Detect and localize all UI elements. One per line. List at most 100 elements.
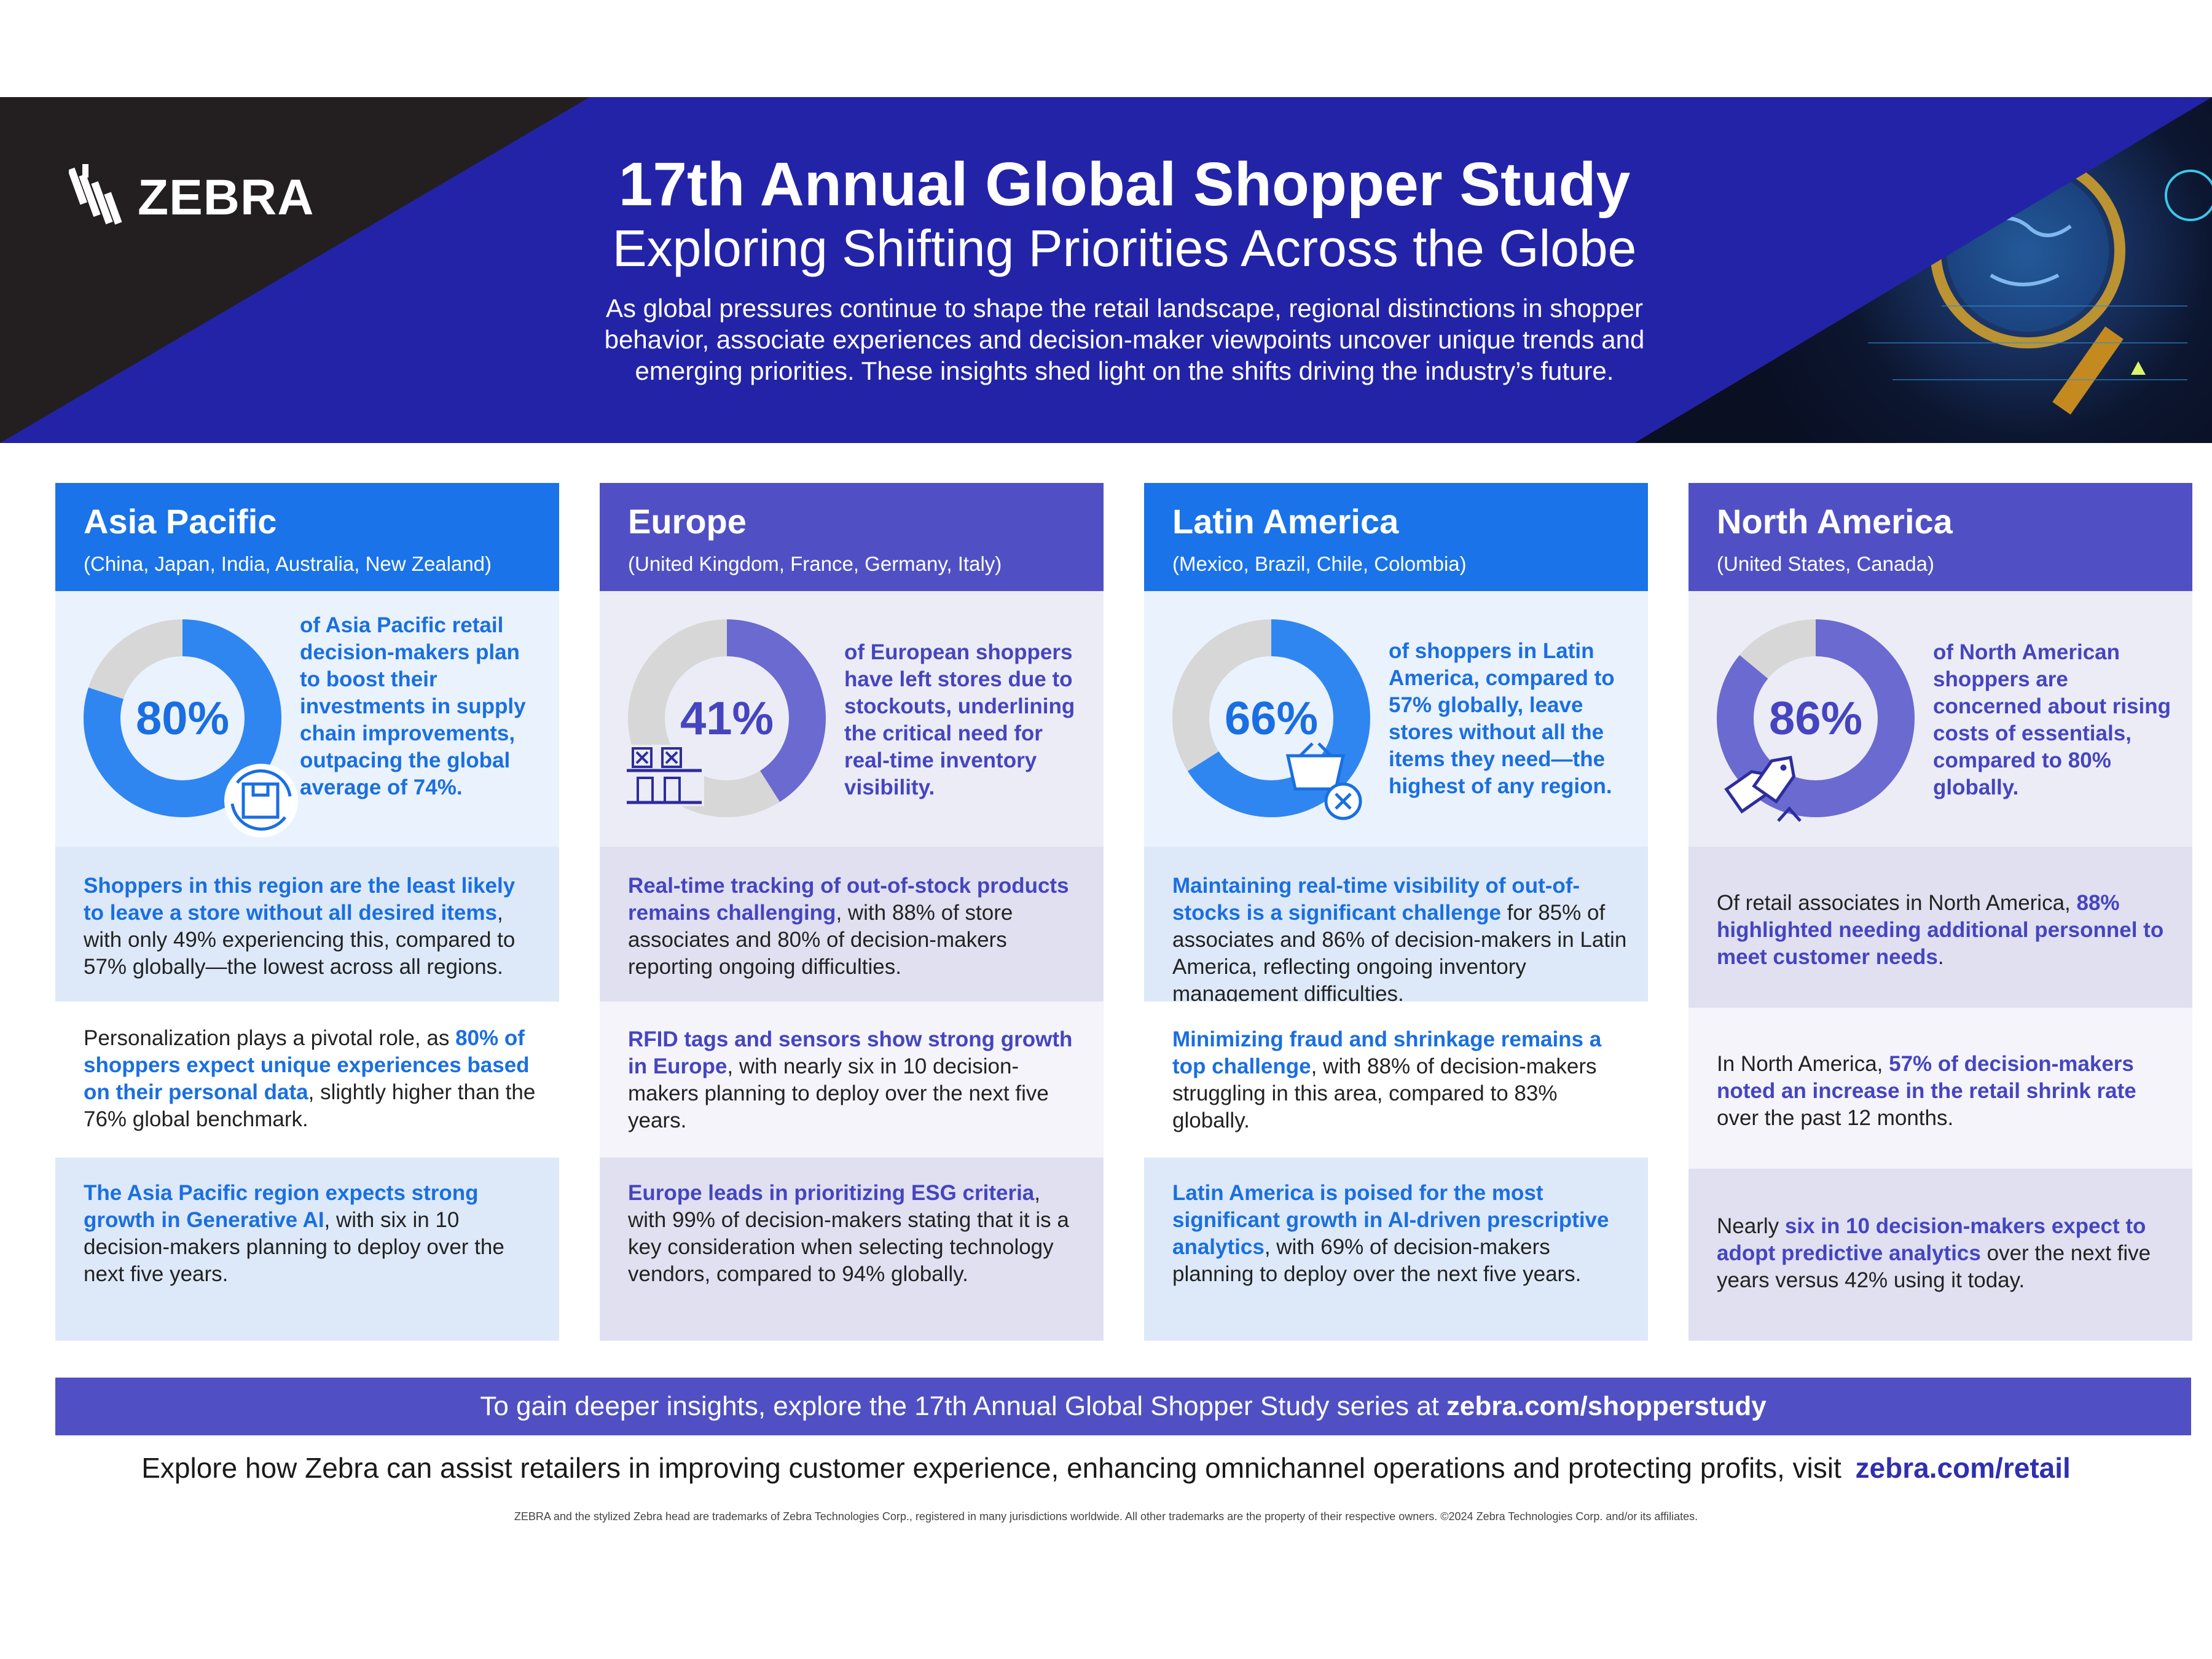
fact-highlight: Maintaining real-time visibility of out-…	[1172, 874, 1580, 925]
donut-arc	[1717, 619, 1915, 817]
region-name: Latin America	[1172, 502, 1399, 541]
shopping-basket-x-icon	[1285, 742, 1362, 820]
page-title: 17th Annual Global Shopper Study	[618, 150, 1631, 219]
donut-chart	[1717, 619, 1915, 817]
fact-rest: , with only 49% experiencing this, compa…	[84, 901, 516, 979]
fact-highlight: Minimizing fraud and shrinkage remains a…	[1172, 1027, 1602, 1078]
fact-highlight: Europe leads in prioritizing ESG criteri…	[628, 1181, 1035, 1205]
fact-text: Personalization plays a pivotal role, as…	[84, 1025, 538, 1133]
region-header: North America (United States, Canada)	[1688, 483, 2192, 591]
intro-paragraph: As global pressures continue to shape th…	[604, 294, 1645, 385]
region-column-latin-america: Latin America (Mexico, Brazil, Chile, Co…	[1144, 483, 1648, 1341]
fact-panel: Shoppers in this region are the least li…	[55, 847, 559, 1002]
region-countries: (United States, Canada)	[1717, 552, 1935, 575]
fact-text: Shoppers in this region are the least li…	[84, 873, 538, 981]
donut-chart	[1172, 619, 1370, 817]
stat-value: 86%	[1768, 692, 1863, 745]
fact-highlight: 80% of shoppers expect unique experience…	[84, 1026, 530, 1104]
fact-text: The Asia Pacific region expects strong g…	[84, 1180, 538, 1288]
fact-highlight: 57% of decision-makers noted an increase…	[1717, 1052, 2136, 1103]
fact-panel: Real-time tracking of out-of-stock produ…	[600, 847, 1104, 1002]
page-subtitle: Exploring Shifting Priorities Across the…	[612, 219, 1637, 277]
fact-panel: Europe leads in prioritizing ESG criteri…	[600, 1158, 1104, 1341]
zebra-logo[interactable]: ZEBRA	[69, 162, 314, 234]
fact-panel: RFID tags and sensors show strong growth…	[600, 1002, 1104, 1158]
stat-text: of North American shoppers are concerned…	[1933, 640, 2171, 799]
region-header: Latin America (Mexico, Brazil, Chile, Co…	[1144, 483, 1648, 591]
zebra-head-icon	[69, 164, 122, 225]
fact-rest: , with 69% of decision-makers planning t…	[1172, 1235, 1582, 1286]
fact-rest: .	[1937, 945, 1944, 969]
stat-panel: 80% of Asia Pacific retail decision-make…	[55, 591, 559, 847]
header-banner: ZEBRA 17th Annual Global Shopper Study E…	[0, 97, 2212, 443]
fact-text: In North America, 57% of decision-makers…	[1717, 1051, 2171, 1132]
fact-text: RFID tags and sensors show strong growth…	[628, 1026, 1083, 1134]
fact-panel: Maintaining real-time visibility of out-…	[1144, 847, 1648, 1006]
fact-rest: , slightly higher than the 76% global be…	[84, 1080, 536, 1131]
region-header: Asia Pacific (China, Japan, India, Austr…	[55, 483, 559, 591]
stat-value: 41%	[680, 692, 774, 745]
retail-text: Explore how Zebra can assist retailers i…	[141, 1452, 1841, 1484]
donut-arc	[84, 619, 281, 817]
stat-panel: 66% of shoppers in Latin America, compar…	[1144, 591, 1648, 847]
cta-text: To gain deeper insights, explore the 17t…	[480, 1391, 1439, 1421]
stat-panel: 41% of European shoppers have left store…	[600, 591, 1104, 847]
stat-value: 80%	[135, 692, 230, 745]
region-countries: (Mexico, Brazil, Chile, Colombia)	[1172, 552, 1467, 575]
fact-lead: Of retail associates in North America,	[1717, 891, 2077, 915]
fact-text: Maintaining real-time visibility of out-…	[1172, 873, 1627, 1008]
fact-rest: for 85% of associates and 86% of decisio…	[1172, 901, 1627, 1006]
fact-highlight: Shoppers in this region are the least li…	[84, 874, 516, 925]
region-countries: (China, Japan, India, Australia, New Zea…	[84, 552, 492, 575]
fact-text: Real-time tracking of out-of-stock produ…	[628, 873, 1083, 981]
fact-rest: , with 88% of decision-makers struggling…	[1172, 1054, 1597, 1132]
fact-rest: over the past 12 months.	[1717, 1106, 1954, 1130]
retail-link[interactable]: zebra.com/retail	[1855, 1452, 2071, 1484]
region-column-asia-pacific: Asia Pacific (China, Japan, India, Austr…	[55, 483, 559, 1341]
fact-text: Nearly six in 10 decision-makers expect …	[1717, 1213, 2171, 1294]
fact-panel: Latin America is poised for the most sig…	[1144, 1158, 1648, 1341]
donut-chart	[84, 619, 281, 817]
globe-magnifier-illustration	[1634, 97, 2212, 443]
donut-arc	[628, 619, 826, 817]
fact-rest: over the next five years versus 42% usin…	[1717, 1241, 2151, 1292]
fact-rest: , with nearly six in 10 decision-makers …	[628, 1054, 1049, 1132]
stat-text: of shoppers in Latin America, compared t…	[1389, 639, 1615, 798]
fact-highlight: RFID tags and sensors show strong growth…	[628, 1027, 1073, 1078]
fact-panel: The Asia Pacific region expects strong g…	[55, 1158, 559, 1341]
region-column-europe: Europe (United Kingdom, France, Germany,…	[600, 483, 1104, 1341]
region-column-north-america: North America (United States, Canada) 86…	[1688, 483, 2192, 1341]
fact-rest: , with 99% of decision-makers stating th…	[628, 1181, 1069, 1286]
globe-icon	[1868, 153, 2212, 415]
region-name: North America	[1717, 502, 1953, 541]
fact-rest: , with 88% of store associates and 80% o…	[628, 901, 1013, 979]
fact-panel: Nearly six in 10 decision-makers expect …	[1688, 1169, 2192, 1341]
fact-lead: Personalization plays a pivotal role, as	[84, 1026, 456, 1050]
region-name: Asia Pacific	[84, 502, 277, 541]
fact-panel: Of retail associates in North America, 8…	[1688, 847, 2192, 1008]
fact-lead: In North America,	[1717, 1052, 1889, 1076]
stat-text: of European shoppers have left stores du…	[844, 640, 1075, 799]
donut-chart	[628, 619, 826, 817]
fact-panel: In North America, 57% of decision-makers…	[1688, 1008, 2192, 1169]
fact-highlight: Real-time tracking of out-of-stock produ…	[628, 874, 1069, 925]
fact-highlight: Latin America is poised for the most sig…	[1172, 1181, 1609, 1259]
empty-shelf-icon	[624, 745, 704, 806]
fact-text: Minimizing fraud and shrinkage remains a…	[1172, 1026, 1627, 1134]
legal-notice: ZEBRA and the stylized Zebra head are tr…	[514, 1510, 1698, 1523]
stat-value: 66%	[1224, 692, 1319, 745]
logo-wordmark: ZEBRA	[138, 170, 315, 226]
region-countries: (United Kingdom, France, Germany, Italy)	[628, 552, 1002, 575]
shopperstudy-link[interactable]: zebra.com/shopperstudy	[1446, 1391, 1767, 1421]
fact-text: Europe leads in prioritizing ESG criteri…	[628, 1180, 1083, 1288]
fact-panel: Minimizing fraud and shrinkage remains a…	[1144, 1002, 1648, 1158]
stat-text: of Asia Pacific retail decision-makers p…	[300, 613, 526, 799]
fact-lead: Nearly	[1717, 1214, 1785, 1238]
fact-text: Of retail associates in North America, 8…	[1717, 890, 2171, 971]
stat-panel: 86% of North American shoppers are conce…	[1688, 591, 2192, 847]
header-dark-wedge	[0, 97, 590, 443]
fact-highlight: 88% highlighted needing additional perso…	[1717, 891, 2164, 969]
region-name: Europe	[628, 502, 747, 541]
price-tags-icon	[1724, 756, 1802, 822]
fact-text: Latin America is poised for the most sig…	[1172, 1180, 1627, 1288]
